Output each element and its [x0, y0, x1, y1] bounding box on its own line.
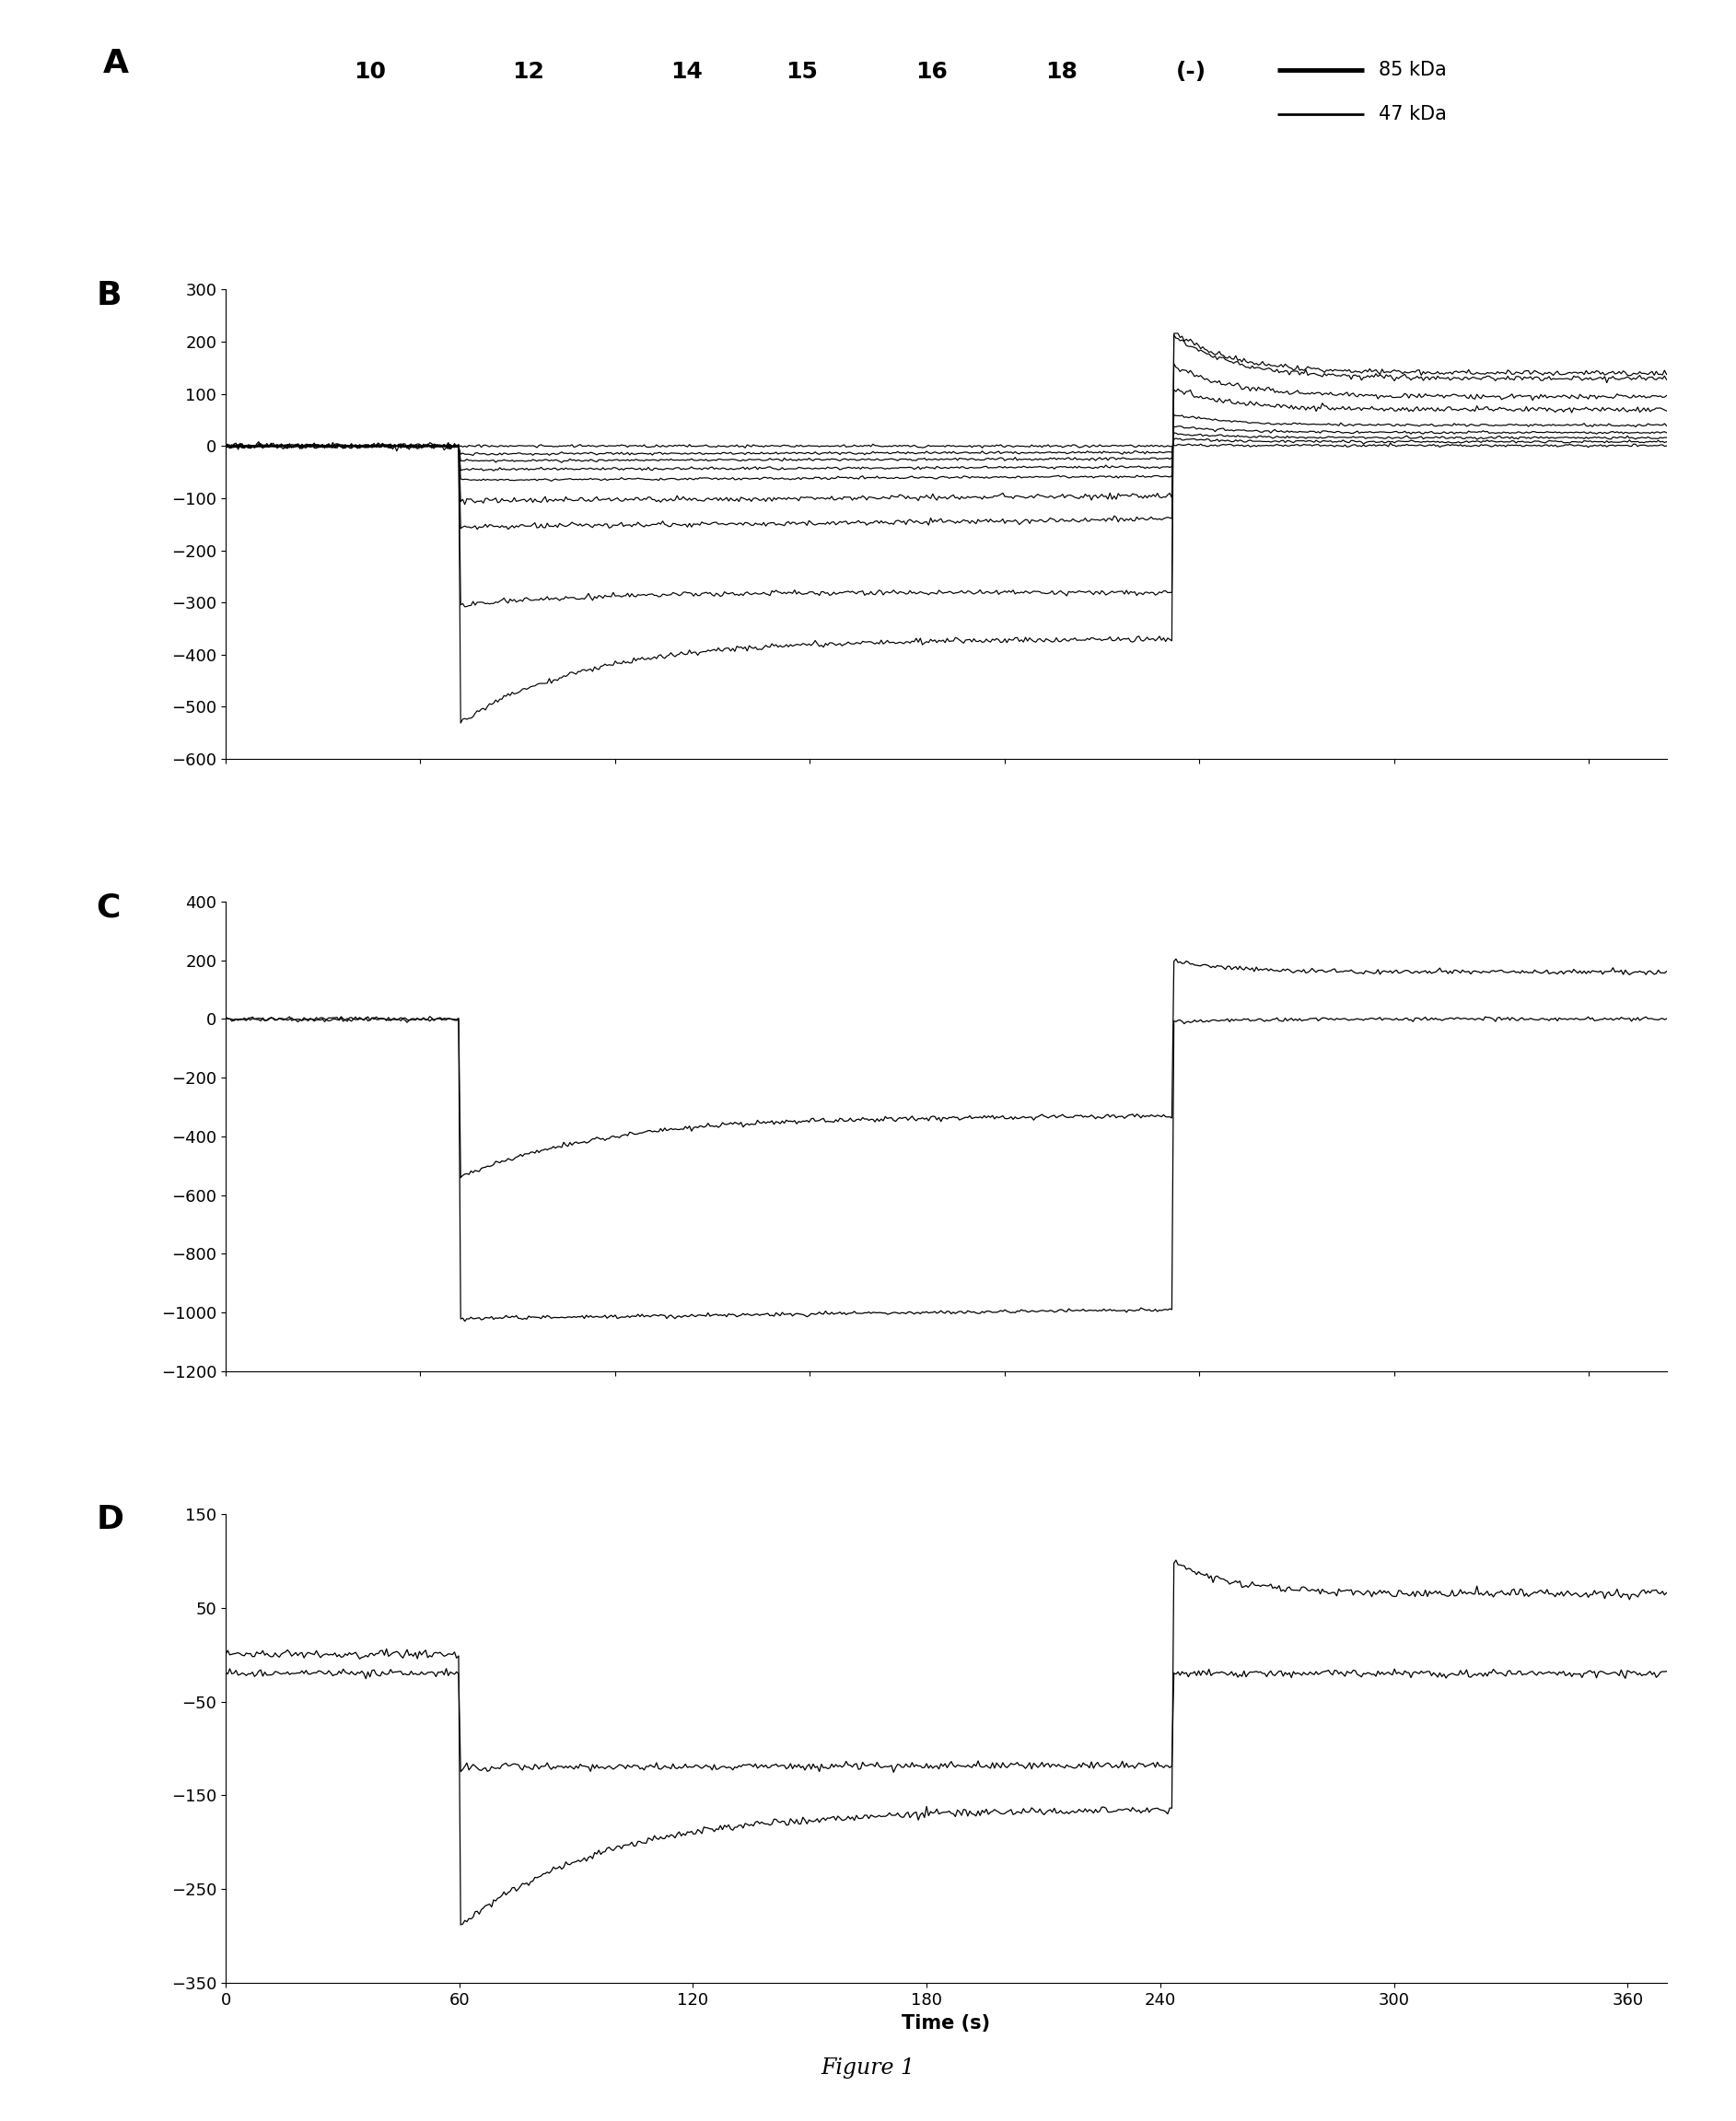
Text: 18: 18: [1045, 62, 1078, 83]
Text: 16: 16: [915, 62, 948, 83]
Text: 47 kDa: 47 kDa: [1378, 104, 1446, 123]
Text: B: B: [95, 280, 122, 312]
Text: 10: 10: [354, 62, 385, 83]
Text: (-): (-): [1175, 62, 1207, 83]
Text: C: C: [95, 893, 120, 923]
Text: A: A: [102, 49, 128, 81]
Text: 12: 12: [512, 62, 545, 83]
Text: Figure 1: Figure 1: [821, 2057, 915, 2079]
Text: 15: 15: [786, 62, 818, 83]
Text: 14: 14: [670, 62, 703, 83]
X-axis label: Time (s): Time (s): [903, 2013, 990, 2032]
Text: D: D: [95, 1504, 123, 1536]
Text: 85 kDa: 85 kDa: [1378, 62, 1446, 78]
